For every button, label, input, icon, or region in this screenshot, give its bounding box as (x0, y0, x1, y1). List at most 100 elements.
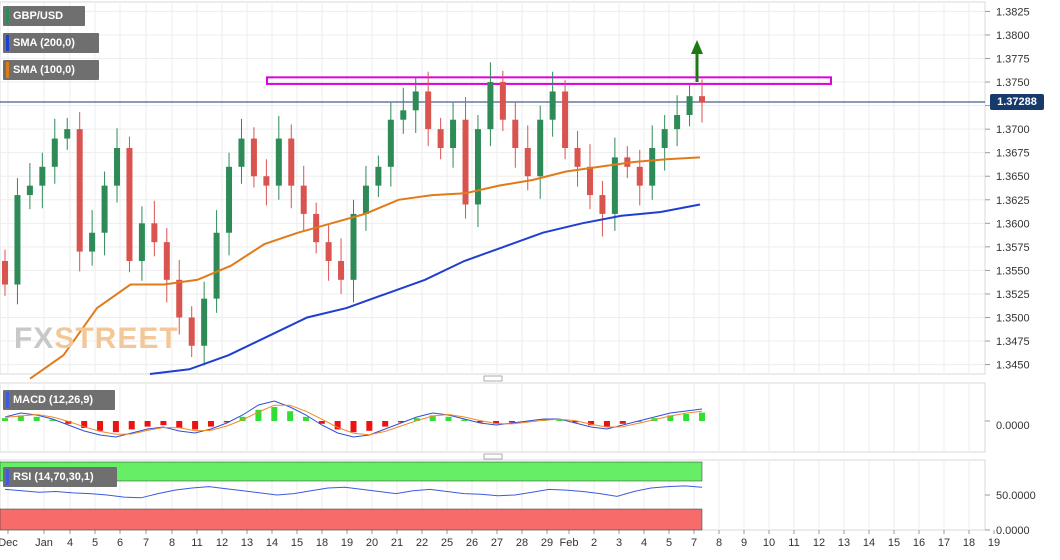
macd-histogram-bar (366, 421, 373, 431)
sma100-swatch (6, 62, 9, 78)
candle-bearish (636, 166, 643, 186)
sma100-line (29, 156, 701, 380)
rsi-overbought-zone (0, 461, 703, 482)
legend-macd: MACD (12,26,9) (3, 390, 115, 410)
macd-histogram-bar (461, 419, 468, 421)
macd-histogram-bar (239, 416, 246, 421)
macd-y-tick-label: 0.0000 (996, 420, 1030, 432)
x-tick-label: 27 (491, 537, 503, 549)
x-tick-label: 8 (716, 537, 722, 549)
candle-bullish (14, 195, 21, 285)
y-tick-label: 1.3550 (996, 265, 1030, 277)
macd-histogram-bar (17, 415, 24, 421)
macd-histogram-bar (97, 421, 104, 431)
candle-bullish (537, 119, 544, 177)
x-tick-label: 21 (391, 537, 403, 549)
macd-histogram-bar (699, 412, 705, 421)
x-tick-label: 5 (92, 537, 98, 549)
candle-bullish (387, 119, 394, 167)
macd-histogram-bar (619, 421, 626, 424)
candle-bearish (524, 147, 531, 177)
candle-bullish (611, 157, 618, 214)
panel-resize-grip (483, 375, 503, 382)
x-tick-label: 17 (938, 537, 950, 549)
sma200-label: SMA (200,0) (13, 37, 75, 49)
x-tick-label: 16 (913, 537, 925, 549)
macd-histogram-bar (508, 421, 515, 423)
macd-histogram-bar (302, 416, 309, 421)
candle-bullish (362, 185, 369, 214)
macd-line (4, 400, 703, 438)
x-tick-label: 25 (441, 537, 453, 549)
candle-bearish (499, 82, 506, 120)
macd-histogram-bar (477, 421, 484, 423)
candle-bullish (201, 298, 208, 346)
x-tick-label: Feb (560, 537, 579, 549)
candle-bearish (176, 279, 183, 318)
y-tick-label: 1.3700 (996, 124, 1030, 136)
candle-bearish (338, 260, 345, 280)
macd-histogram-bar (398, 421, 405, 423)
y-tick-label: 1.3500 (996, 312, 1030, 324)
y-tick-label: 1.3625 (996, 195, 1030, 207)
y-tick-label: 1.3600 (996, 218, 1030, 230)
candle-bullish (375, 166, 382, 186)
watermark-part-a: FX (14, 322, 55, 355)
x-tick-label: 18 (316, 537, 328, 549)
y-tick-label: 1.3775 (996, 54, 1030, 66)
x-tick-label: 15 (291, 537, 303, 549)
rsi-oversold-zone (0, 508, 703, 531)
legend-rsi: RSI (14,70,30,1) (3, 467, 117, 487)
rsi-y-tick-label: 50.0000 (996, 490, 1036, 502)
macd-histogram-bar (287, 411, 294, 421)
y-tick-label: 1.3575 (996, 242, 1030, 254)
x-tick-label: 19 (341, 537, 353, 549)
x-tick-label: 4 (641, 537, 647, 549)
candle-bullish (114, 147, 121, 186)
candle-bearish (126, 147, 133, 261)
x-tick-label: Jan (35, 537, 53, 549)
legend-sma200: SMA (200,0) (3, 33, 99, 53)
candle-bullish (213, 232, 220, 299)
x-tick-label: 10 (763, 537, 775, 549)
candle-bearish (699, 96, 705, 103)
rsi-y-tick-label: 0.0000 (996, 525, 1030, 537)
rsi-line (4, 485, 703, 499)
y-tick-label: 1.3450 (996, 360, 1030, 372)
candle-bullish (26, 185, 33, 196)
x-tick-label: 5 (666, 537, 672, 549)
macd-histogram-bar (603, 421, 610, 427)
candle-bearish (188, 317, 195, 346)
candle-bullish (64, 129, 71, 139)
x-tick-label: 9 (741, 537, 747, 549)
instrument-swatch (6, 8, 9, 24)
x-tick-label: 14 (863, 537, 875, 549)
x-tick-label: 19 (988, 537, 1000, 549)
candle-bearish (462, 119, 469, 205)
macd-swatch (6, 392, 9, 408)
macd-histogram-bar (207, 421, 214, 427)
candle-bearish (512, 119, 519, 148)
macd-histogram-bar (429, 415, 436, 421)
x-tick-label: 2 (591, 537, 597, 549)
macd-histogram-bar (271, 407, 278, 421)
candle-bullish (686, 96, 693, 116)
candle-bearish (288, 138, 295, 186)
macd-histogram-bar (33, 416, 40, 421)
panel-resize-grip (483, 453, 503, 460)
macd-histogram-bar (413, 418, 420, 421)
candle-bearish (599, 195, 606, 214)
candle-bullish (39, 166, 46, 186)
candle-bullish (238, 138, 245, 167)
candle-bullish (275, 138, 282, 186)
x-tick-label: 13 (241, 537, 253, 549)
x-tick-label: 6 (117, 537, 123, 549)
x-tick-label: 12 (216, 537, 228, 549)
sma200-swatch (6, 35, 9, 51)
candle-bullish (487, 82, 494, 130)
candle-bearish (562, 91, 569, 148)
macd-histogram-bar (49, 419, 56, 421)
resistance-zone (266, 76, 832, 85)
candle-bearish (574, 147, 581, 167)
